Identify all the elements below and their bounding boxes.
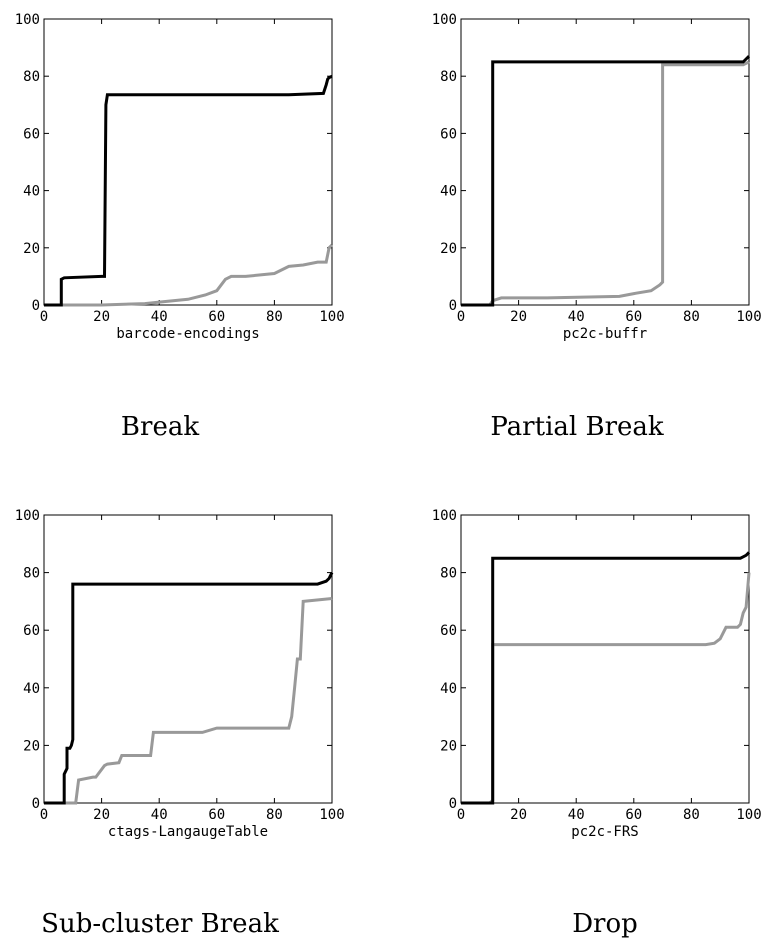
x-tick-label: 0 bbox=[40, 807, 48, 823]
x-tick-label: 100 bbox=[319, 309, 344, 325]
y-tick-label: 40 bbox=[23, 184, 40, 200]
y-tick-label: 20 bbox=[23, 241, 40, 257]
x-tick-label: 0 bbox=[457, 807, 465, 823]
x-tick-label: 100 bbox=[319, 807, 344, 823]
y-tick-label: 40 bbox=[440, 681, 457, 697]
series-line-2 bbox=[461, 572, 751, 805]
plot-frame bbox=[460, 514, 750, 804]
panel-caption: Sub-cluster Break bbox=[41, 909, 279, 939]
y-tick-label: 0 bbox=[32, 796, 40, 812]
x-tick-label: 80 bbox=[683, 807, 700, 823]
chart-panel-1: 0 20 40 60 80 100 0 20 40 60 80 100 barcode-encoding… bbox=[15, 12, 345, 442]
y-tick-label: 100 bbox=[15, 508, 40, 524]
plot-frame bbox=[460, 18, 750, 306]
chart-panel-4: 0 20 40 60 80 100 0 20 40 60 80 100 pc2c-FRS Drop bbox=[432, 508, 762, 939]
plot-frame bbox=[43, 514, 333, 804]
x-tick-label: 40 bbox=[568, 309, 585, 325]
y-tick-label: 60 bbox=[440, 126, 457, 142]
y-tick-label: 100 bbox=[15, 12, 40, 28]
y-tick-label: 0 bbox=[449, 298, 457, 314]
y-tick-label: 0 bbox=[449, 796, 457, 812]
y-tick-label: 80 bbox=[440, 69, 457, 85]
x-tick-label: 60 bbox=[208, 309, 225, 325]
chart-panel-3: 0 20 40 60 80 100 0 20 40 60 80 100 ctags-LangaugeTa… bbox=[15, 508, 345, 939]
series-line-2 bbox=[44, 243, 334, 307]
series-line-1 bbox=[461, 55, 751, 307]
series-line-1 bbox=[461, 551, 751, 805]
y-tick-label: 80 bbox=[23, 69, 40, 85]
x-tick-label: 80 bbox=[266, 807, 283, 823]
y-tick-label: 60 bbox=[440, 623, 457, 639]
x-tick-label: 20 bbox=[93, 807, 110, 823]
y-tick-label: 20 bbox=[440, 241, 457, 257]
y-tick-label: 0 bbox=[32, 298, 40, 314]
y-tick-label: 100 bbox=[432, 12, 457, 28]
x-tick-label: 20 bbox=[93, 309, 110, 325]
x-tick-label: 0 bbox=[40, 309, 48, 325]
y-tick-label: 80 bbox=[440, 566, 457, 582]
x-tick-label: 20 bbox=[510, 309, 527, 325]
x-axis-label: pc2c-FRS bbox=[571, 824, 638, 840]
panel-caption: Drop bbox=[572, 909, 638, 939]
panel-caption: Partial Break bbox=[490, 412, 664, 442]
plot-frame bbox=[43, 18, 333, 306]
panel-caption: Break bbox=[121, 412, 199, 442]
y-tick-label: 20 bbox=[23, 738, 40, 754]
y-tick-label: 60 bbox=[23, 623, 40, 639]
y-tick-label: 20 bbox=[440, 738, 457, 754]
x-tick-label: 60 bbox=[208, 807, 225, 823]
x-tick-label: 40 bbox=[151, 309, 168, 325]
series-line-2 bbox=[461, 60, 750, 307]
series-line-1 bbox=[44, 74, 333, 307]
y-tick-label: 60 bbox=[23, 126, 40, 142]
x-axis-label: pc2c-buffr bbox=[563, 326, 647, 342]
y-tick-label: 80 bbox=[23, 566, 40, 582]
x-tick-label: 80 bbox=[683, 309, 700, 325]
chart-panel-2: 0 20 40 60 80 100 0 20 40 60 80 100 pc2c-buffr Partia… bbox=[432, 12, 762, 442]
x-tick-label: 40 bbox=[151, 807, 168, 823]
x-axis-label: ctags-LangaugeTable bbox=[108, 824, 268, 840]
series-line-2 bbox=[44, 597, 333, 805]
x-tick-label: 40 bbox=[568, 807, 585, 823]
y-tick-label: 40 bbox=[440, 184, 457, 200]
x-tick-label: 100 bbox=[736, 807, 761, 823]
x-tick-label: 0 bbox=[457, 309, 465, 325]
x-tick-label: 60 bbox=[625, 807, 642, 823]
x-tick-label: 80 bbox=[266, 309, 283, 325]
x-tick-label: 60 bbox=[625, 309, 642, 325]
y-tick-label: 40 bbox=[23, 681, 40, 697]
x-tick-label: 100 bbox=[736, 309, 761, 325]
y-tick-label: 100 bbox=[432, 508, 457, 524]
series-line-1 bbox=[44, 571, 334, 805]
x-axis-label: barcode-encodings bbox=[116, 326, 259, 342]
x-tick-label: 20 bbox=[510, 807, 527, 823]
